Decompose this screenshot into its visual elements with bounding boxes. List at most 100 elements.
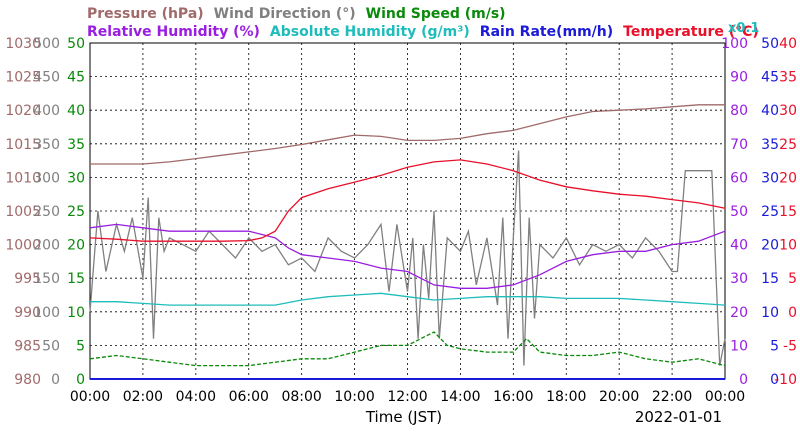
rain-tick-label: 5 bbox=[770, 338, 779, 354]
rel_hum-tick-label: 10 bbox=[730, 338, 748, 354]
x-tick-label: 04:00 bbox=[176, 389, 216, 405]
pressure-tick-label: 1005 bbox=[5, 204, 41, 220]
wind_dir-tick-label: 500 bbox=[33, 36, 60, 52]
series bbox=[89, 104, 726, 380]
series-wind_speed bbox=[89, 331, 726, 367]
x-tick-label: 18:00 bbox=[546, 389, 586, 405]
temp-tick-label: 10 bbox=[779, 238, 797, 254]
pressure-tick-label: 985 bbox=[14, 338, 41, 354]
rel_hum-tick-label: 0 bbox=[739, 372, 748, 388]
temp-tick-label: -10 bbox=[774, 372, 797, 388]
wind_dir-tick-label: 150 bbox=[33, 271, 60, 287]
x-tick-label: 20:00 bbox=[599, 389, 639, 405]
pressure-tick-label: 1020 bbox=[5, 103, 41, 119]
legend-pressure: Pressure (hPa) bbox=[87, 6, 204, 22]
axes: 00:00 02:00 04:00 06:00 08:00 10:00 12:00 14:00… bbox=[5, 36, 797, 405]
wind_dir-tick-label: 250 bbox=[33, 204, 60, 220]
pressure-tick-label: 1010 bbox=[5, 170, 41, 186]
pressure-tick-label: 980 bbox=[14, 372, 41, 388]
wind_speed-tick-label: 50 bbox=[67, 36, 85, 52]
rel_hum-tick-label: 50 bbox=[730, 204, 748, 220]
legend: Pressure (hPa) Wind Direction (°) Wind Spe… bbox=[87, 6, 759, 40]
legend-temp: Temperature (°C) bbox=[623, 24, 759, 40]
wind_speed-tick-label: 30 bbox=[67, 170, 85, 186]
rel_hum-tick-label: 20 bbox=[730, 305, 748, 321]
x-axis-label: Time (JST) bbox=[365, 408, 442, 426]
wind_speed-tick-label: 35 bbox=[67, 137, 85, 153]
x-tick-label: 10:00 bbox=[334, 389, 374, 405]
pressure-tick-label: 1015 bbox=[5, 137, 41, 153]
wind_dir-tick-label: 50 bbox=[42, 338, 60, 354]
temp-tick-label: -5 bbox=[783, 338, 797, 354]
legend-rel_hum: Relative Humidity (%) bbox=[87, 24, 260, 40]
wind_dir-tick-label: 200 bbox=[33, 238, 60, 254]
temp-tick-label: 30 bbox=[779, 103, 797, 119]
rain-tick-label: 25 bbox=[761, 204, 779, 220]
rel_hum-tick-label: 90 bbox=[730, 70, 748, 86]
temp-tick-label: 20 bbox=[779, 170, 797, 186]
wind_speed-tick-label: 40 bbox=[67, 103, 85, 119]
series-wind_dir bbox=[89, 150, 726, 366]
temp-tick-label: 0 bbox=[788, 305, 797, 321]
rain-tick-label: 10 bbox=[761, 305, 779, 321]
rel_hum-tick-label: 70 bbox=[730, 137, 748, 153]
pressure-tick-label: 1025 bbox=[5, 70, 41, 86]
pressure-tick-label: 995 bbox=[14, 271, 41, 287]
wind_speed-tick-label: 25 bbox=[67, 204, 85, 220]
temp-tick-label: 35 bbox=[779, 70, 797, 86]
pressure-tick-label: 990 bbox=[14, 305, 41, 321]
legend-wind_dir: Wind Direction (°) bbox=[214, 6, 356, 22]
temp-tick-label: 40 bbox=[779, 36, 797, 52]
series-pressure bbox=[90, 104, 725, 165]
rain-tick-label: 35 bbox=[761, 137, 779, 153]
pressure-tick-label: 1030 bbox=[5, 36, 41, 52]
grid bbox=[89, 42, 726, 380]
wind_speed-tick-label: 0 bbox=[76, 372, 85, 388]
x-tick-label: 12:00 bbox=[387, 389, 427, 405]
rel_hum-tick-label: 60 bbox=[730, 170, 748, 186]
temp-tick-label: 15 bbox=[779, 204, 797, 220]
x-tick-label: 06:00 bbox=[229, 389, 269, 405]
wind_dir-tick-label: 0 bbox=[51, 372, 60, 388]
x-tick-label: 02:00 bbox=[123, 389, 163, 405]
wind_dir-tick-label: 450 bbox=[33, 70, 60, 86]
series-abs_hum bbox=[90, 292, 726, 306]
series-temp bbox=[89, 159, 726, 242]
wind_speed-tick-label: 5 bbox=[76, 338, 85, 354]
date-label: 2022-01-01 bbox=[635, 408, 722, 426]
legend-rain: Rain Rate(mm/h) bbox=[480, 24, 613, 40]
series-rel_hum bbox=[89, 223, 726, 289]
wind_dir-tick-label: 100 bbox=[33, 305, 60, 321]
temp-tick-label: 5 bbox=[788, 271, 797, 287]
legend-abs_hum: Absolute Humidity (g/m³) bbox=[270, 24, 470, 40]
rain-tick-label: 15 bbox=[761, 271, 779, 287]
x-tick-label: 16:00 bbox=[493, 389, 533, 405]
wind_speed-tick-label: 45 bbox=[67, 70, 85, 86]
rain-tick-label: 0 bbox=[770, 372, 779, 388]
rain-tick-label: 20 bbox=[761, 238, 779, 254]
rel_hum-tick-label: 80 bbox=[730, 103, 748, 119]
rain-tick-label: 40 bbox=[761, 103, 779, 119]
temp-tick-label: 25 bbox=[779, 137, 797, 153]
x-tick-label: 00:00 bbox=[70, 389, 110, 405]
rel_hum-tick-label: 100 bbox=[721, 36, 748, 52]
wind_dir-tick-label: 300 bbox=[33, 170, 60, 186]
x-tick-label: 14:00 bbox=[440, 389, 480, 405]
wind_speed-tick-label: 10 bbox=[67, 305, 85, 321]
rain-tick-label: 50 bbox=[761, 36, 779, 52]
x-tick-label: 22:00 bbox=[652, 389, 692, 405]
rain-tick-label: 45 bbox=[761, 70, 779, 86]
wind_speed-tick-label: 15 bbox=[67, 271, 85, 287]
labels: Time (JST) 2022-01-01 bbox=[365, 408, 722, 426]
legend-multiplier: x0.1 bbox=[728, 21, 759, 36]
wind_speed-tick-label: 20 bbox=[67, 238, 85, 254]
wind_dir-tick-label: 400 bbox=[33, 103, 60, 119]
rain-tick-label: 30 bbox=[761, 170, 779, 186]
legend-wind_speed: Wind Speed (m/s) bbox=[366, 6, 506, 22]
rel_hum-tick-label: 30 bbox=[730, 271, 748, 287]
wind_dir-tick-label: 350 bbox=[33, 137, 60, 153]
pressure-tick-label: 1000 bbox=[5, 238, 41, 254]
rel_hum-tick-label: 40 bbox=[730, 238, 748, 254]
